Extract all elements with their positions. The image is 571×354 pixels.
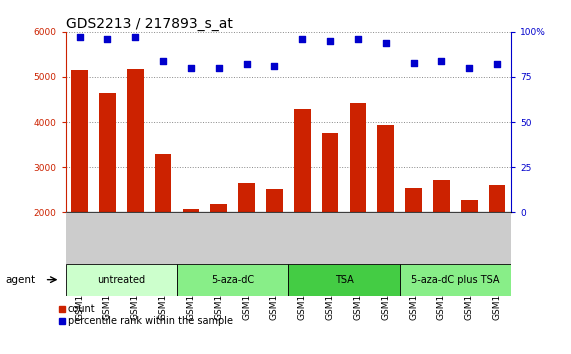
Bar — [99, 93, 116, 303]
Point — [159, 58, 168, 64]
Text: 5-aza-dC plus TSA: 5-aza-dC plus TSA — [411, 275, 500, 285]
Bar — [322, 133, 339, 303]
Text: GDS2213 / 217893_s_at: GDS2213 / 217893_s_at — [66, 17, 232, 31]
Bar — [266, 189, 283, 303]
Point — [270, 63, 279, 69]
Bar — [71, 70, 88, 303]
Legend: count, percentile rank within the sample: count, percentile rank within the sample — [59, 304, 233, 326]
Bar — [405, 188, 422, 303]
Bar — [288, 264, 400, 296]
Point — [437, 58, 446, 64]
Text: agent: agent — [6, 275, 36, 285]
Bar — [155, 154, 171, 303]
Bar — [433, 180, 450, 303]
Text: TSA: TSA — [335, 275, 353, 285]
Text: 5-aza-dC: 5-aza-dC — [211, 275, 254, 285]
Bar — [349, 103, 367, 303]
Point — [325, 38, 335, 44]
Point — [381, 40, 391, 46]
Text: untreated: untreated — [97, 275, 146, 285]
Point — [186, 65, 195, 71]
Point — [214, 65, 223, 71]
Point — [75, 34, 84, 40]
Point — [297, 36, 307, 42]
Point — [353, 36, 363, 42]
Point — [465, 65, 474, 71]
Point — [242, 62, 251, 67]
Bar — [183, 209, 199, 303]
Bar — [377, 125, 394, 303]
Bar — [294, 109, 311, 303]
Bar — [400, 264, 511, 296]
Bar — [210, 204, 227, 303]
Bar — [461, 200, 477, 303]
Point — [493, 62, 502, 67]
Bar — [489, 185, 505, 303]
Bar — [238, 183, 255, 303]
Bar — [177, 264, 288, 296]
Point — [103, 36, 112, 42]
Point — [131, 34, 140, 40]
Point — [409, 60, 418, 65]
Bar — [66, 264, 177, 296]
Bar — [127, 69, 144, 303]
